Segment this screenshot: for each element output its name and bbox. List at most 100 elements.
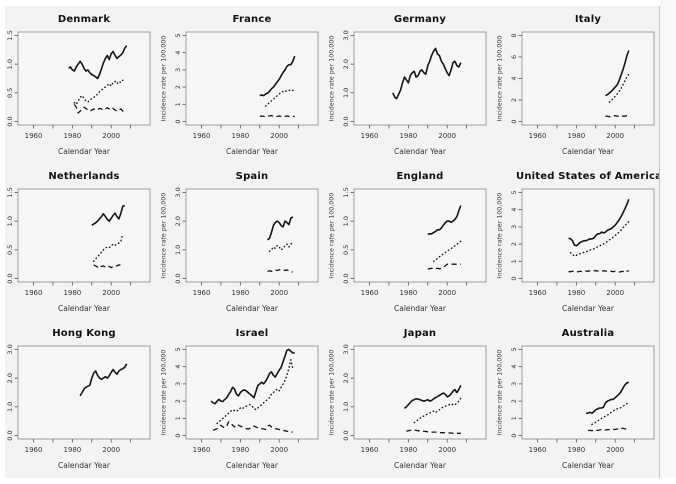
x-tick-label: 1980 <box>567 289 585 297</box>
y-axis-label: Incidence rate per 100,000 <box>497 193 504 279</box>
chart-title: England <box>396 171 444 182</box>
y-tick-label: 1.0 <box>6 402 14 412</box>
y-tick-label: 8 <box>510 33 518 37</box>
y-tick-label: 0.0 <box>342 430 350 440</box>
y-tick-label: 0.0 <box>342 116 350 126</box>
chart-title: Denmark <box>57 14 111 25</box>
y-tick-label: 1.0 <box>342 402 350 412</box>
y-tick-label: 2 <box>174 85 182 89</box>
y-axis-label: Incidence rate per 100,000 <box>161 193 168 279</box>
x-tick-label: 1980 <box>567 446 585 454</box>
plot-box <box>353 188 487 283</box>
x-tick-label: 2000 <box>102 132 120 140</box>
series-line-dashed <box>568 269 629 274</box>
chart-plot: 1960 1980 2000 0 1 2 3 4 5 Calendar Year Incidence… <box>161 31 319 156</box>
chart-plot: 1960 1980 2000 0.0 0.5 1.0 1.5 Calendar Year Inc… <box>329 187 487 313</box>
x-tick-label: 2000 <box>102 289 120 297</box>
y-tick-label: 0.5 <box>6 88 14 98</box>
y-tick-label: 2.0 <box>342 59 350 69</box>
series-line-dashed <box>259 114 295 118</box>
series-line-dashed <box>427 263 461 270</box>
y-tick-label: 5 <box>510 347 518 351</box>
x-tick-label: 1960 <box>193 132 211 140</box>
series-line-dotted <box>73 79 126 106</box>
x-tick-label: 1980 <box>63 289 81 297</box>
series-line-solid <box>392 47 462 100</box>
y-tick-label: 0.5 <box>342 245 350 255</box>
y-tick-label: 2 <box>510 399 518 403</box>
chart-plot: 1960 1980 2000 0 1 2 3 4 5 Calendar Year Incidence… <box>497 345 655 470</box>
y-tick-label: 0.0 <box>174 273 182 283</box>
series-line-solid <box>68 45 128 80</box>
series-line-dashed <box>212 421 293 433</box>
page-edge-line <box>659 6 660 478</box>
x-tick-label: 1980 <box>399 289 417 297</box>
y-tick-label: 4 <box>510 208 518 212</box>
x-tick-label: 2000 <box>270 132 288 140</box>
y-tick-label: 2 <box>510 98 518 102</box>
x-tick-label: 2000 <box>438 289 456 297</box>
series-line-dashed <box>588 427 629 432</box>
x-tick-label: 1980 <box>63 446 81 454</box>
y-tick-label: 0 <box>510 433 518 437</box>
chart-panel: Italy 1960 1980 2000 0 2 4 6 8 Calendar Year Inci… <box>492 6 659 163</box>
y-tick-label: 3 <box>510 225 518 229</box>
x-axis-label: Calendar Year <box>58 304 111 313</box>
y-tick-label: 0.0 <box>6 273 14 283</box>
y-tick-label: 5 <box>174 347 182 351</box>
series-line-dotted <box>216 359 294 425</box>
x-axis-label: Calendar Year <box>394 147 447 156</box>
y-tick-label: 0.0 <box>342 273 350 283</box>
y-tick-label: 1.0 <box>6 59 14 69</box>
x-tick-label: 2000 <box>606 289 624 297</box>
x-tick-label: 2000 <box>606 132 624 140</box>
series-line-solid <box>404 384 462 409</box>
series-line-dashed <box>73 103 126 114</box>
x-tick-label: 1960 <box>529 132 547 140</box>
x-tick-label: 1980 <box>567 132 585 140</box>
y-tick-label: 4 <box>174 51 182 55</box>
series-line-dotted <box>92 233 124 263</box>
x-axis-label: Calendar Year <box>226 147 279 156</box>
figure-grid: Denmark 1960 1980 2000 0.0 0.5 1.0 1.5 Calendar… <box>5 6 659 477</box>
series-line-solid <box>259 55 296 97</box>
x-axis-label: Calendar Year <box>226 304 279 313</box>
y-tick-label: 0 <box>510 119 518 123</box>
chart-panel: France 1960 1980 2000 0 1 2 3 4 5 Calendar Year In… <box>156 6 324 163</box>
series-line-solid <box>79 363 128 397</box>
series-line-dashed <box>267 268 294 273</box>
chart-panel: Germany 1960 1980 2000 0.0 1.0 2.0 3.0 Calendar… <box>324 6 492 163</box>
chart-panel: Australia 1960 1980 2000 0 1 2 3 4 5 Calendar Yea… <box>492 320 659 477</box>
series-line-dotted <box>413 397 462 424</box>
y-tick-label: 4 <box>174 365 182 369</box>
plot-box <box>185 188 319 283</box>
plot-box <box>185 345 319 440</box>
chart-title: Australia <box>561 328 615 339</box>
chart-title: Israel <box>235 328 269 339</box>
chart-panel: Denmark 1960 1980 2000 0.0 0.5 1.0 1.5 Calendar… <box>5 6 156 163</box>
chart-title: Germany <box>393 14 447 25</box>
x-tick-label: 2000 <box>102 446 120 454</box>
y-tick-label: 4 <box>510 365 518 369</box>
chart-panel: Netherlands 1960 1980 2000 0.0 0.5 1.0 1.5 Cale… <box>5 163 156 320</box>
x-tick-label: 2000 <box>438 446 456 454</box>
x-tick-label: 1960 <box>361 132 379 140</box>
plot-box <box>353 31 487 126</box>
chart-title: Italy <box>574 14 602 25</box>
figure-area: Denmark 1960 1980 2000 0.0 0.5 1.0 1.5 Calendar… <box>5 6 659 478</box>
chart-plot: 1960 1980 2000 0 1 2 3 4 5 Calendar Year Incidence… <box>497 188 655 313</box>
y-tick-label: 3 <box>174 68 182 72</box>
y-tick-label: 1 <box>174 102 182 106</box>
chart-title: United States of America <box>516 171 659 182</box>
x-axis-label: Calendar Year <box>58 147 111 156</box>
y-tick-label: 0.0 <box>6 116 14 126</box>
y-tick-label: 0 <box>174 433 182 437</box>
plot-box <box>353 345 487 440</box>
x-tick-label: 1980 <box>231 446 249 454</box>
series-line-solid <box>91 204 126 226</box>
chart-title: Japan <box>403 328 437 339</box>
x-tick-label: 1960 <box>25 446 43 454</box>
y-tick-label: 1 <box>510 416 518 420</box>
y-tick-label: 3 <box>510 382 518 386</box>
y-tick-label: 2 <box>510 242 518 246</box>
